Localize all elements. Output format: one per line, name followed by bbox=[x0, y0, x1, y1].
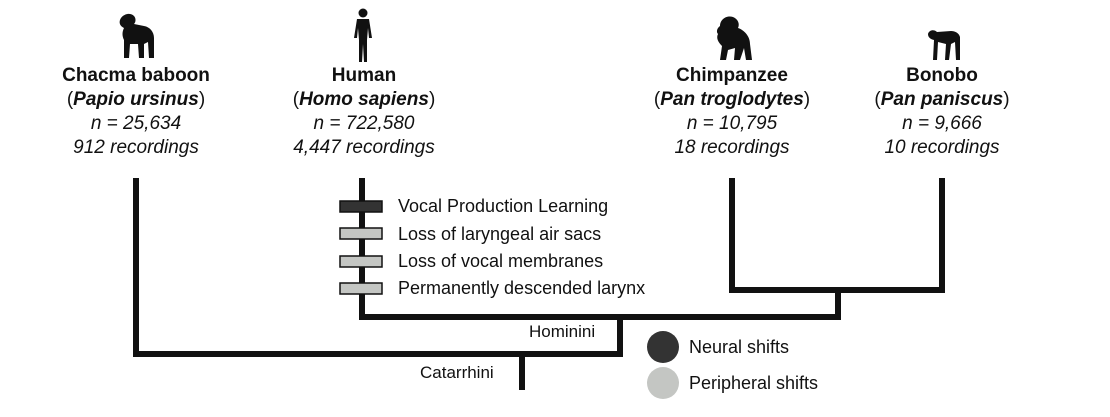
sample-size: n = 9,666 bbox=[902, 113, 982, 134]
legend-peripheral-swatch bbox=[647, 367, 679, 399]
legend-peripheral-label: Peripheral shifts bbox=[689, 373, 819, 393]
common-name: Human bbox=[331, 65, 397, 86]
trait-label: Permanently descended larynx bbox=[398, 278, 646, 298]
trait-marker-peripheral bbox=[339, 282, 383, 295]
common-name: Bonobo bbox=[906, 65, 978, 86]
trait-label: Loss of laryngeal air sacs bbox=[398, 224, 602, 244]
trait-label: Vocal Production Learning bbox=[398, 196, 609, 216]
recordings-count: 10 recordings bbox=[884, 137, 1000, 158]
recordings-count: 18 recordings bbox=[674, 137, 790, 158]
legend-neural-label: Neural shifts bbox=[689, 337, 790, 357]
recordings-count: 4,447 recordings bbox=[293, 137, 435, 158]
taxon-label-human: Human (Homo sapiens) n = 722,580 4,447 r… bbox=[259, 64, 469, 160]
baboon-silhouette-icon bbox=[119, 13, 154, 58]
node-label-hominini: Hominini bbox=[529, 322, 596, 341]
sample-size: n = 10,795 bbox=[686, 113, 778, 134]
scientific-name-line: (Papio ursinus) bbox=[66, 89, 206, 110]
sample-size: n = 722,580 bbox=[313, 113, 415, 134]
node-label-catarrhini: Catarrhini bbox=[420, 363, 494, 382]
scientific-name: Pan paniscus bbox=[880, 89, 1004, 110]
scientific-name-line: (Pan troglodytes) bbox=[653, 89, 811, 110]
taxon-label-chimpanzee: Chimpanzee (Pan troglodytes) n = 10,795 … bbox=[627, 64, 837, 160]
trait-marker-neural bbox=[339, 200, 383, 213]
scientific-name-line: (Pan paniscus) bbox=[874, 89, 1010, 110]
scientific-name: Papio ursinus bbox=[73, 89, 199, 110]
human-silhouette-icon bbox=[354, 8, 372, 62]
scientific-name-line: (Homo sapiens) bbox=[292, 89, 436, 110]
chimpanzee-silhouette-icon bbox=[716, 16, 752, 61]
scientific-name: Pan troglodytes bbox=[660, 89, 804, 110]
sample-size: n = 25,634 bbox=[90, 113, 182, 134]
trait-marker-peripheral bbox=[339, 227, 383, 240]
taxon-label-bonobo: Bonobo (Pan paniscus) n = 9,666 10 recor… bbox=[837, 64, 1047, 160]
taxon-label-baboon: Chacma baboon (Papio ursinus) n = 25,634… bbox=[31, 64, 241, 160]
common-name: Chimpanzee bbox=[676, 65, 788, 86]
legend-neural-swatch bbox=[647, 331, 679, 363]
scientific-name: Homo sapiens bbox=[299, 89, 429, 110]
trait-marker-peripheral bbox=[339, 255, 383, 268]
bonobo-silhouette-icon bbox=[928, 30, 960, 60]
common-name: Chacma baboon bbox=[62, 65, 210, 86]
trait-label: Loss of vocal membranes bbox=[398, 251, 604, 271]
recordings-count: 912 recordings bbox=[73, 137, 199, 158]
